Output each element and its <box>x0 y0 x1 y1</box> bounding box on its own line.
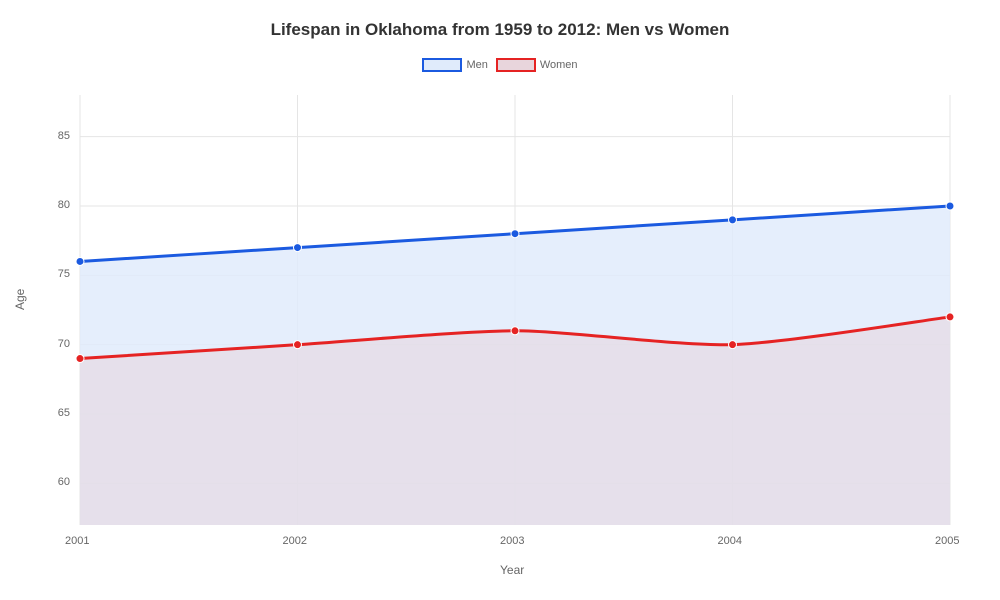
x-tick-label: 2005 <box>935 535 959 547</box>
y-tick-label: 65 <box>58 407 70 419</box>
y-tick-label: 60 <box>58 476 70 488</box>
y-tick-label: 70 <box>58 338 70 350</box>
x-tick-label: 2001 <box>65 535 89 547</box>
y-tick-label: 80 <box>58 199 70 211</box>
chart-container: Lifespan in Oklahoma from 1959 to 2012: … <box>0 0 1000 600</box>
x-tick-label: 2004 <box>718 535 742 547</box>
x-tick-label: 2003 <box>500 535 524 547</box>
x-tick-label: 2002 <box>283 535 307 547</box>
y-tick-label: 85 <box>58 130 70 142</box>
chart-plot <box>0 0 1000 600</box>
x-axis-label: Year <box>500 563 524 577</box>
y-axis-label: Age <box>13 289 27 310</box>
y-tick-label: 75 <box>58 268 70 280</box>
